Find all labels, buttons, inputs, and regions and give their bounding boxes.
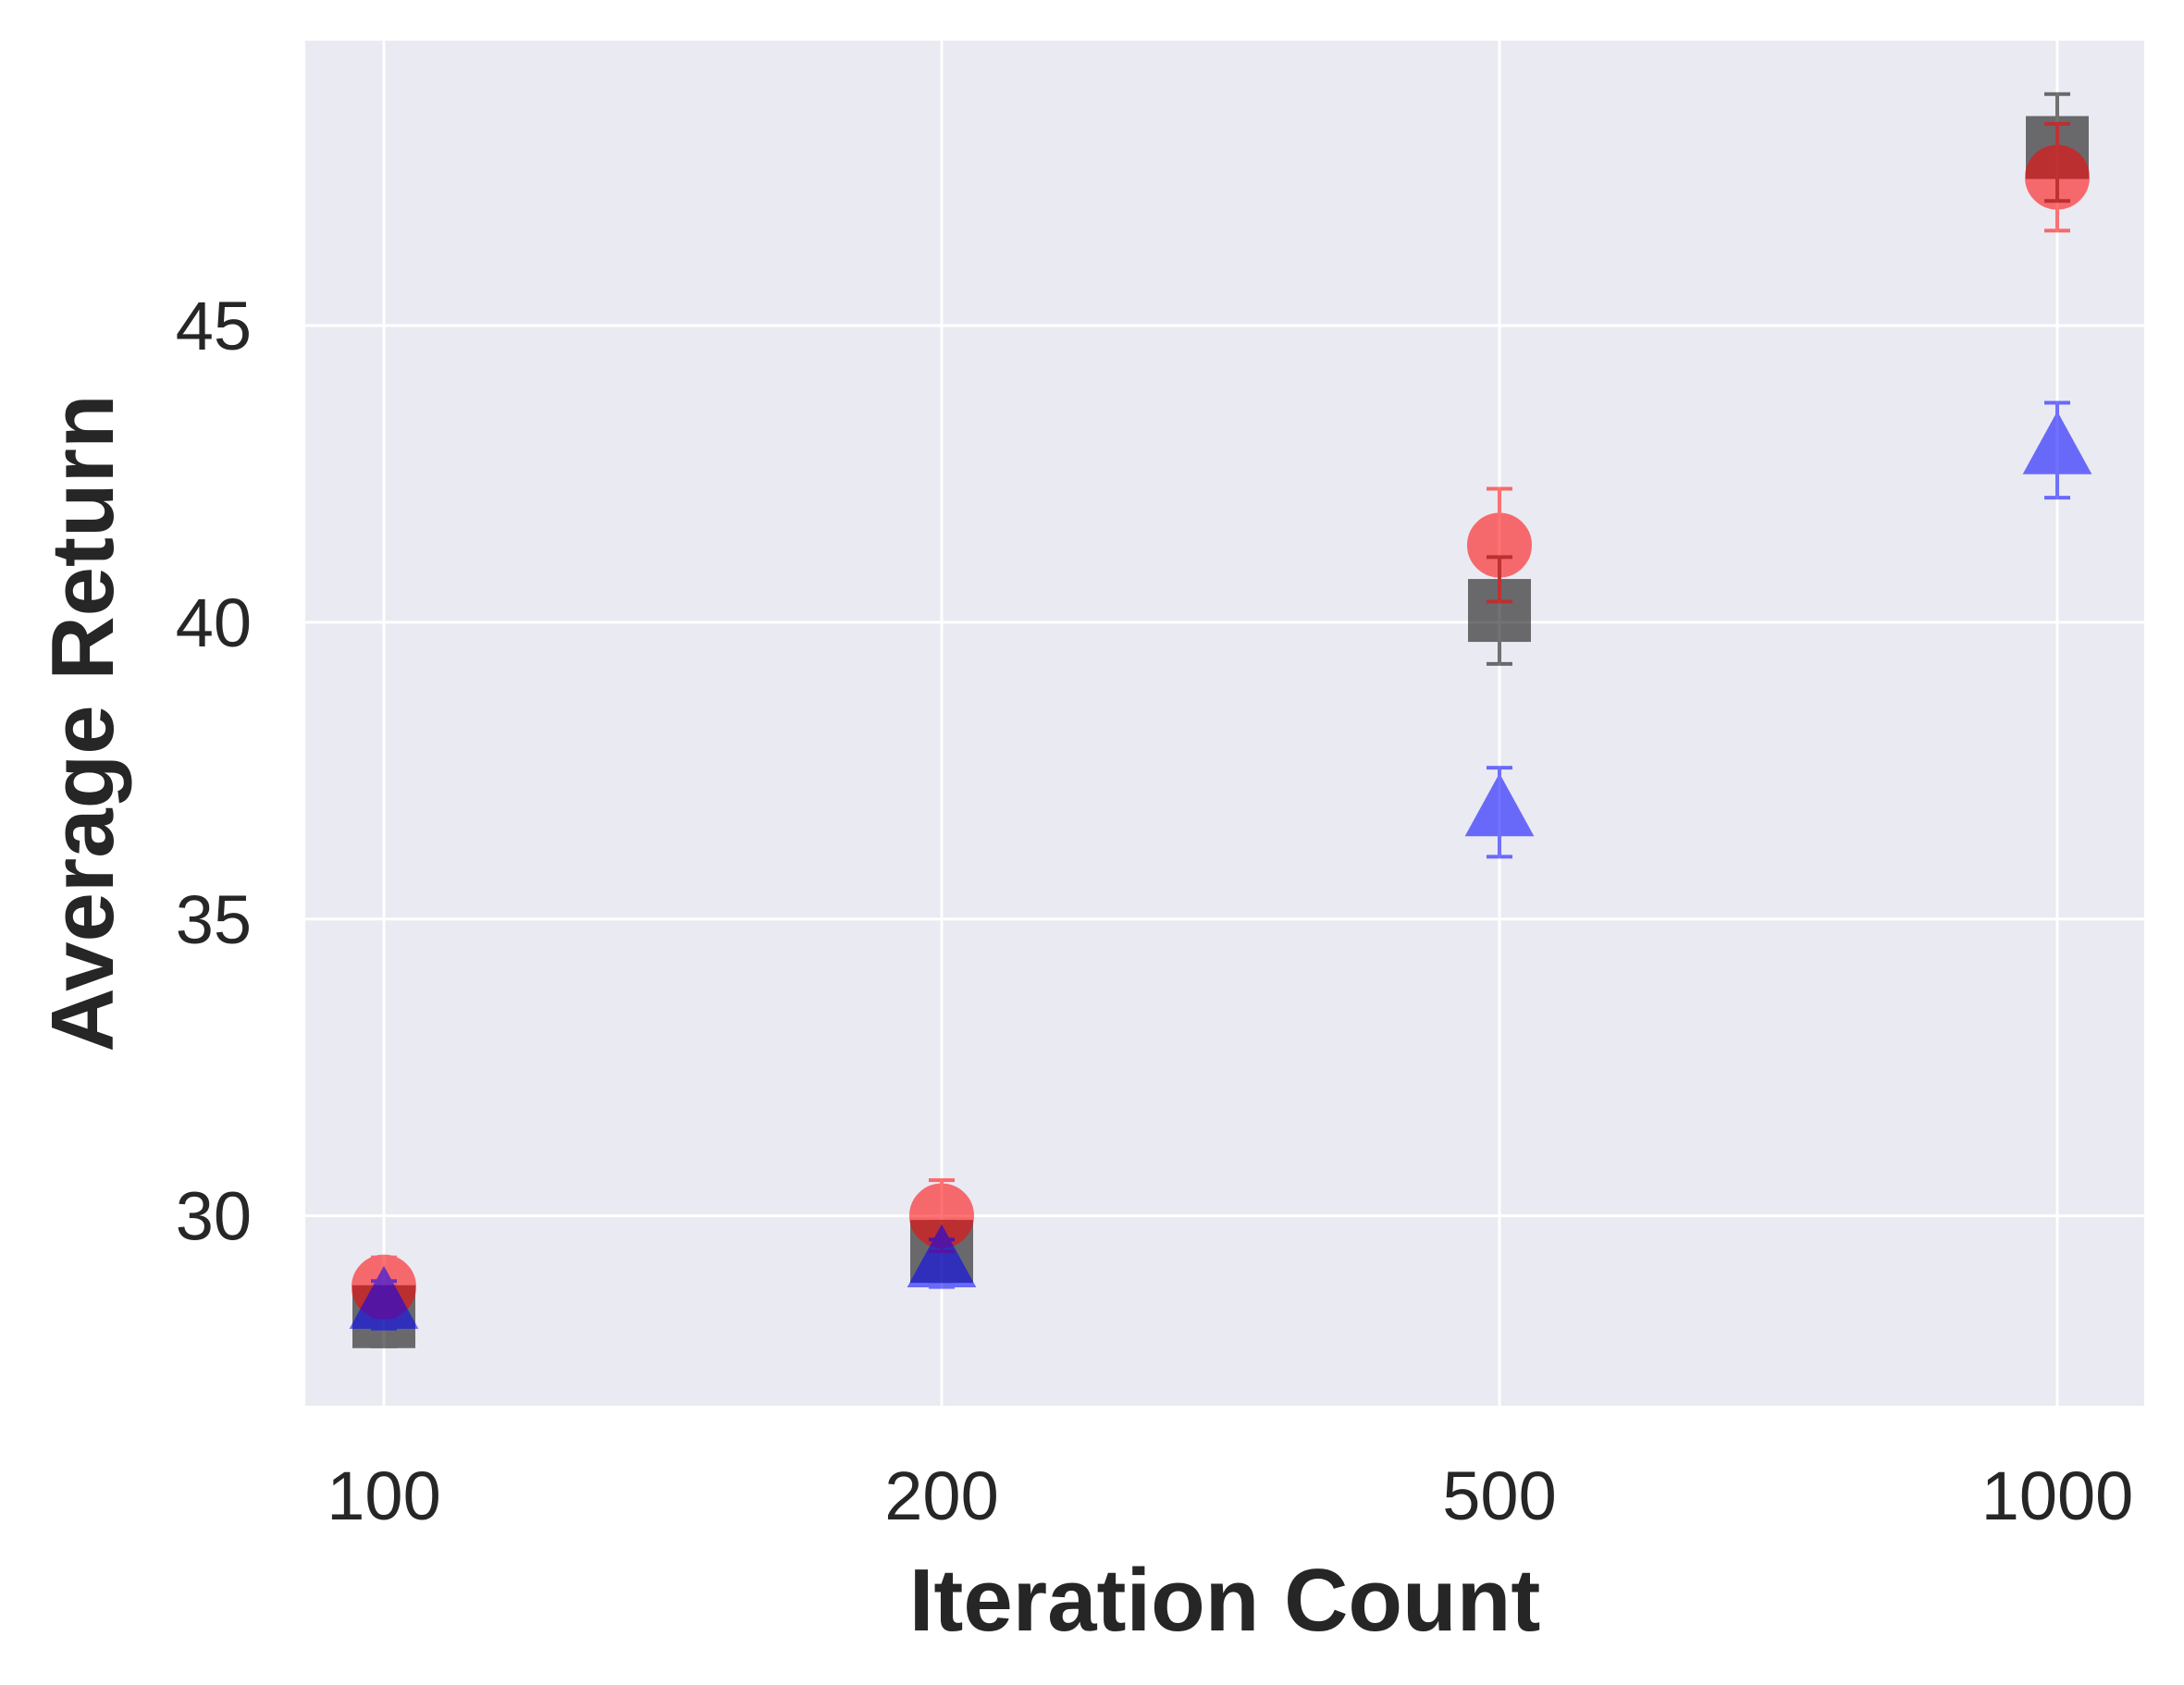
y-tick-label: 35 [176, 881, 252, 958]
circle-marker [2025, 144, 2090, 210]
data-point [2022, 400, 2092, 500]
tick-labels: 100 200 500 1000 30 35 40 45 [176, 288, 2134, 1534]
circle-marker [1467, 512, 1532, 578]
x-tick-label: 500 [1442, 1457, 1556, 1534]
data-point [2025, 121, 2090, 233]
triangle-marker [349, 1265, 419, 1329]
plot-background [305, 41, 2144, 1406]
data-point [349, 1265, 419, 1331]
x-tick-label: 1000 [1981, 1457, 2134, 1534]
grid [305, 41, 2144, 1406]
y-tick-label: 30 [176, 1178, 252, 1255]
data-point [1464, 766, 1535, 859]
triangle-marker [2022, 411, 2092, 474]
triangle-marker [907, 1224, 977, 1287]
y-tick-label: 45 [176, 288, 252, 364]
x-tick-label: 100 [327, 1457, 440, 1534]
data-point [1467, 486, 1532, 604]
data-point [907, 1224, 977, 1289]
triangle-marker [1464, 773, 1535, 837]
x-tick-label: 200 [884, 1457, 998, 1534]
data-marks [349, 92, 2092, 1348]
y-axis-title: Average Return [33, 394, 132, 1052]
x-axis-title: Iteration Count [909, 1551, 1541, 1650]
y-tick-label: 40 [176, 584, 252, 661]
